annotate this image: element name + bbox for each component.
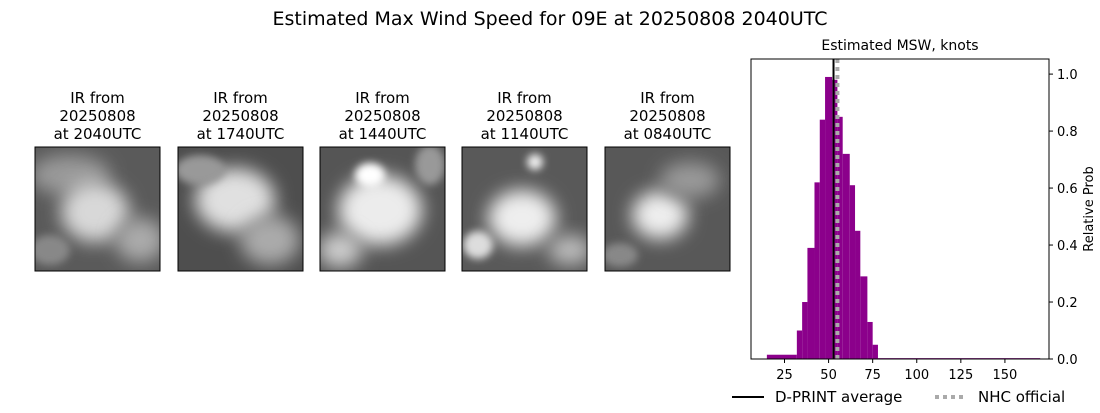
bar	[802, 302, 808, 359]
bar	[872, 344, 878, 359]
satellite-image	[605, 147, 730, 271]
y-tick-label: 0.6	[1057, 182, 1078, 197]
panel-title: IR from	[70, 89, 125, 107]
axes-frame	[750, 58, 1050, 360]
bar	[860, 276, 868, 359]
y-tick-label: 0.0	[1057, 353, 1078, 368]
image-frame	[604, 146, 731, 272]
bar	[849, 185, 856, 359]
bar	[825, 76, 833, 359]
panel-title: at 0840UTC	[624, 125, 712, 143]
bar	[867, 321, 873, 359]
y-tick-label: 0.4	[1057, 239, 1078, 254]
panel-title: 20250808	[629, 107, 705, 125]
bar	[766, 354, 797, 359]
legend-label: NHC official	[978, 388, 1065, 406]
panel-title: IR from	[640, 89, 695, 107]
satellite-image	[462, 147, 587, 271]
satellite-image	[35, 147, 160, 271]
image-frame	[461, 146, 588, 272]
x-tick-label: 25	[776, 368, 793, 383]
y-tick-label: 0.8	[1057, 125, 1078, 140]
y-axis-label: Relative Prob	[1082, 166, 1097, 251]
satellite-image	[178, 147, 303, 271]
x-tick-label: 50	[820, 368, 837, 383]
panel-title: 20250808	[486, 107, 562, 125]
panel-title: IR from	[497, 89, 552, 107]
panel-title: at 2040UTC	[54, 125, 142, 143]
panel-title: IR from	[355, 89, 410, 107]
panel-title: at 1740UTC	[197, 125, 285, 143]
panel-title: at 1140UTC	[481, 125, 569, 143]
legend-label: D-PRINT average	[775, 388, 902, 406]
panel-title: IR from	[213, 89, 268, 107]
image-frame	[319, 146, 446, 272]
x-tick-label: 75	[864, 368, 881, 383]
satellite-image	[320, 147, 445, 271]
panel-title: at 1440UTC	[339, 125, 427, 143]
bar	[837, 116, 843, 360]
y-tick-label: 1.0	[1057, 68, 1078, 83]
image-frame	[34, 146, 161, 272]
y-tick-label: 0.2	[1057, 296, 1078, 311]
x-tick-label: 150	[993, 368, 1018, 383]
image-frame	[177, 146, 304, 272]
x-tick-label: 100	[904, 368, 929, 383]
panel-title: 20250808	[344, 107, 420, 125]
bar	[814, 182, 820, 359]
bar	[832, 79, 838, 359]
panel-title: 20250808	[59, 107, 135, 125]
bar	[855, 230, 861, 359]
chart-title: Estimated MSW, knots	[821, 38, 978, 54]
panel-title: 20250808	[202, 107, 278, 125]
bar	[796, 330, 803, 359]
bar	[819, 119, 826, 359]
bar	[807, 247, 815, 359]
x-tick-label: 125	[948, 368, 973, 383]
bar	[842, 153, 850, 359]
page-title: Estimated Max Wind Speed for 09E at 2025…	[272, 8, 827, 30]
